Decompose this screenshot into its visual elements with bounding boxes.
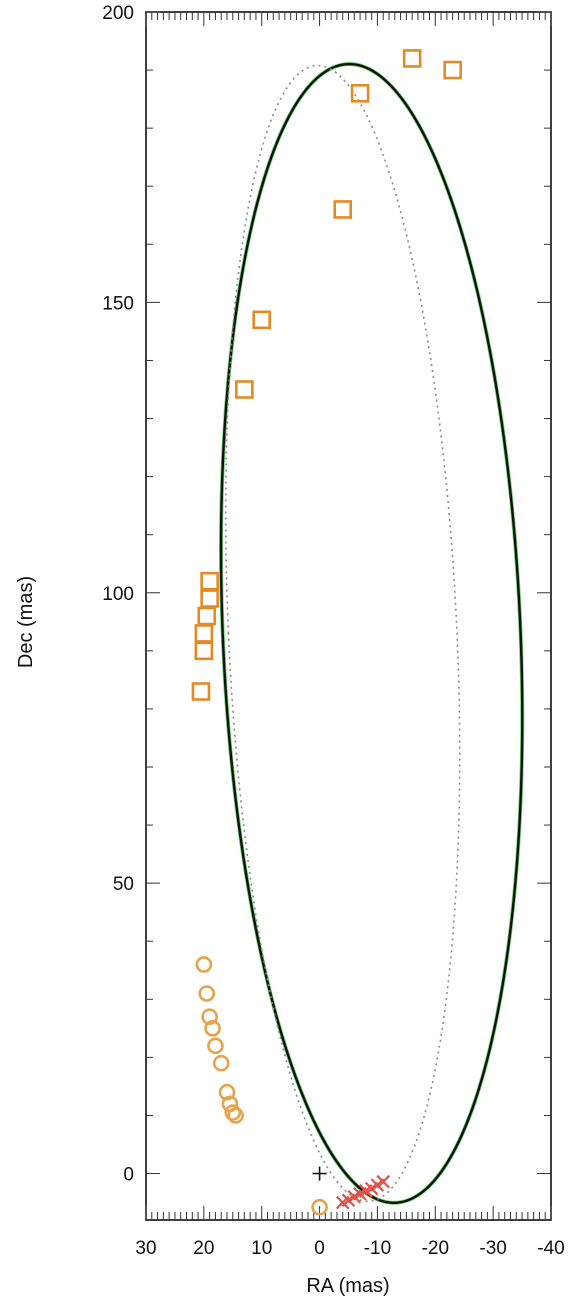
x-point-stroke: [376, 1174, 390, 1189]
x-tick-label: -20: [422, 1238, 449, 1259]
square-point: [194, 624, 214, 643]
square-point: [443, 60, 462, 80]
square-point: [194, 641, 214, 661]
circle-point: [227, 1107, 244, 1124]
x-tick-label: 30: [135, 1238, 156, 1259]
center-plus-marker: [312, 1166, 327, 1181]
circle-point: [212, 1054, 230, 1072]
x-point: [376, 1174, 390, 1189]
x-tick-label: 0: [314, 1238, 325, 1259]
y-tick-label: 200: [102, 3, 134, 24]
square-point: [235, 380, 254, 399]
orbit-fit-line: [219, 62, 524, 1204]
x-axis-label: RA (mas): [306, 1275, 389, 1297]
square-point: [191, 682, 211, 701]
orbit-curves: [219, 62, 525, 1205]
square-point: [200, 571, 219, 591]
orbit-fit-highlight: [219, 62, 525, 1205]
circle-point: [311, 1198, 328, 1216]
circle-point: [218, 1083, 236, 1101]
axis-ticks: [145, 11, 552, 1220]
x-tick-label: 10: [251, 1238, 272, 1259]
square-point: [252, 310, 272, 330]
square-point: [333, 200, 353, 219]
square-point: [200, 589, 219, 608]
x-tick-label: -40: [537, 1238, 564, 1259]
circle-point: [201, 1008, 218, 1026]
x-tick-label: -10: [364, 1238, 391, 1259]
square-point: [350, 84, 370, 103]
orbit-dotted-line: [224, 64, 461, 1203]
y-axis-label: Dec (mas): [15, 576, 37, 668]
y-tick-label: 0: [123, 1165, 134, 1186]
circle-point: [204, 1020, 221, 1037]
x-tick-label: 20: [193, 1238, 214, 1259]
y-tick-label: 50: [113, 874, 134, 895]
circle-point: [224, 1104, 242, 1121]
y-tick-label: 150: [102, 293, 134, 314]
circle-point: [207, 1037, 224, 1055]
circle-point: [198, 985, 216, 1002]
x-tick-label: -30: [479, 1238, 506, 1259]
data-points: [191, 49, 462, 1216]
y-tick-label: 100: [102, 584, 134, 605]
square-point: [402, 49, 422, 68]
circle-point: [195, 956, 213, 973]
square-point: [197, 606, 217, 626]
